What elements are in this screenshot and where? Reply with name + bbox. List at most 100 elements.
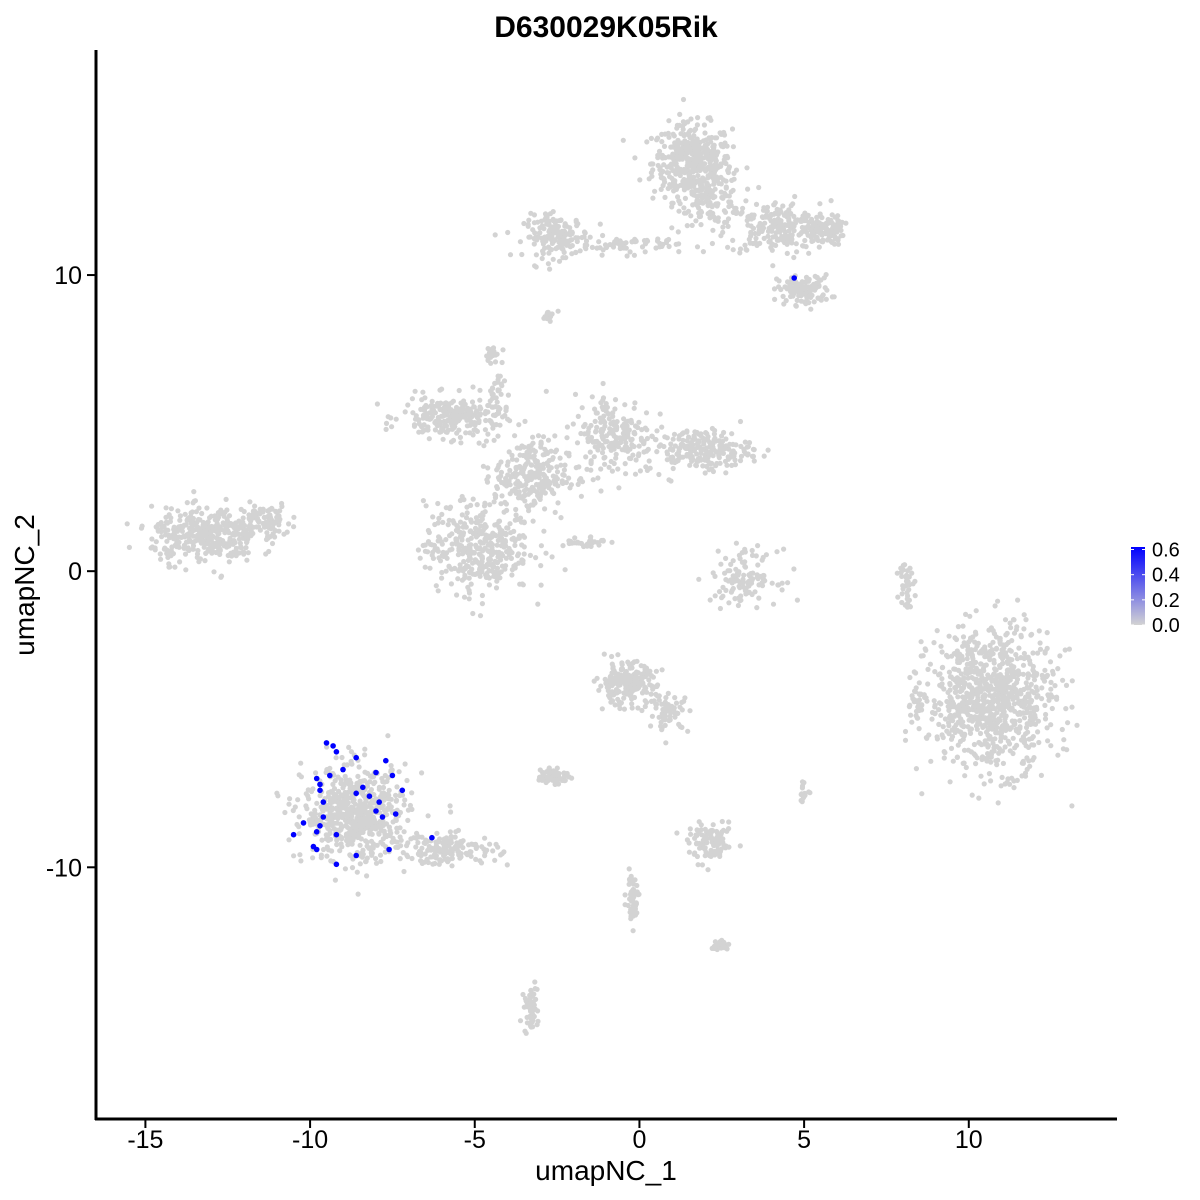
cell-point-cluster-right-large xyxy=(932,702,938,708)
cell-point-cluster-left xyxy=(177,559,183,565)
cell-point-cluster-top-arm-right xyxy=(806,250,812,256)
cell-point-cluster-central-bottom xyxy=(541,528,547,534)
cell-point-cluster-mid-right xyxy=(755,543,761,549)
cell-point-cluster-left-tail xyxy=(247,499,253,505)
cell-point-cluster-top-right-tip xyxy=(808,227,814,233)
cell-point-cluster-right-large xyxy=(1002,617,1009,623)
cell-point-cluster-top-arm-left xyxy=(574,223,580,229)
cell-point-cluster-bottom-left-tail xyxy=(504,862,510,868)
cell-point-cluster-central-hub xyxy=(512,474,518,480)
cell-point-cluster-right-large xyxy=(961,682,968,688)
cell-point-cluster-bottom-left-main xyxy=(383,833,390,840)
cell-point-cluster-central-bottom xyxy=(461,546,467,552)
cell-point-cluster-center-lower-tail xyxy=(685,728,691,734)
cell-point-cluster-top xyxy=(720,144,726,150)
cell-point-cluster-right-large xyxy=(1037,646,1044,652)
cell-point-cluster-bottom-left-main xyxy=(318,855,324,861)
cell-point-cluster-right-left-edge xyxy=(912,689,919,695)
cell-point-cluster-top-right-tip xyxy=(835,213,841,219)
cell-point-cluster-top-bottom-right xyxy=(787,288,794,295)
cell-point-cluster-center-lower-tail xyxy=(687,708,693,714)
cell-point-cluster-central-bottom xyxy=(497,526,503,533)
cell-point-cluster-central-hub xyxy=(530,518,536,524)
cell-point-cluster-center-lower-tail xyxy=(649,713,656,719)
cell-point-cluster-right-large xyxy=(1021,626,1027,632)
cell-point-cluster-top-bottom-right xyxy=(787,284,793,290)
cell-point-cluster-left xyxy=(217,527,223,533)
cell-point-cluster-right-large xyxy=(1029,631,1035,637)
cell-point-cluster-central-left-arm xyxy=(393,416,399,422)
cell-point-cluster-central-hub xyxy=(514,457,520,463)
cell-point-cluster-bottom-left-main xyxy=(393,817,399,824)
cell-point-cluster-top-arm-left xyxy=(564,242,570,248)
cell-point-cluster-central-bottom xyxy=(443,537,449,543)
cell-point-cluster-top-arm-left xyxy=(525,221,531,228)
cell-point-cluster-right-large xyxy=(976,795,982,801)
cell-point-cluster-left xyxy=(217,547,223,554)
cell-point-cluster-bottom-left-main xyxy=(401,802,407,808)
cell-point-cluster-central-far-right xyxy=(710,468,717,475)
cell-point-cluster-right-large xyxy=(983,650,989,656)
cell-point-cluster-top-arm-left xyxy=(539,255,545,262)
cell-point-cluster-top xyxy=(684,150,690,156)
cell-point-cluster-bottom-left-main xyxy=(448,809,454,815)
cell-point-cluster-right-large xyxy=(1020,671,1026,677)
cell-point-cluster-mid-right xyxy=(735,572,741,578)
cell-point-cluster-central-hub xyxy=(553,447,560,453)
cell-point-cluster-center-lower xyxy=(599,706,605,712)
cell-point-cluster-central-bottom xyxy=(427,565,433,571)
cell-point-cluster-right-large xyxy=(963,764,969,771)
cell-point-cluster-right-large xyxy=(981,781,987,787)
cell-point-cluster-top-arm-right xyxy=(753,235,759,241)
cell-point-cluster-bottom-left-main xyxy=(327,828,333,834)
cell-point-cluster-top-arm-left xyxy=(567,231,573,237)
cell-point-cluster-right-large xyxy=(934,736,941,742)
cell-point-cluster-central-right-arm xyxy=(579,405,585,411)
cell-point-cluster-central-bottom xyxy=(433,583,439,589)
cell-point-cluster-right-large xyxy=(1018,632,1024,639)
cell-point-cluster-central-bottom xyxy=(470,610,476,617)
chart-title: D630029K05Rik xyxy=(494,11,718,44)
cell-point-cluster-center-lower xyxy=(601,651,607,657)
cell-point-cluster-right-large xyxy=(1042,702,1048,709)
cell-point-cluster-right-large xyxy=(916,726,922,732)
cell-point-cluster-central-left-arm xyxy=(443,410,449,416)
cell-point-cluster-left xyxy=(171,536,177,542)
cell-point-cluster-top xyxy=(666,134,672,140)
cell-point-cluster-center-lower xyxy=(625,676,631,683)
cell-point-cluster-top-arm-left xyxy=(550,217,556,224)
cell-point-cluster-central-hub xyxy=(522,498,528,504)
cell-point-cluster-top-stalk xyxy=(685,208,692,214)
cell-point-cluster-center-lower xyxy=(618,666,625,672)
cell-point-cluster-central-hub xyxy=(532,457,538,463)
cell-point-cluster-top-bottom-right xyxy=(780,293,786,299)
cell-point-cluster-top-arm-right xyxy=(730,237,736,243)
cell-point-cluster-top xyxy=(672,140,678,146)
cell-point-cluster-central-left-arm xyxy=(428,402,434,409)
cell-point-cluster-central-bottom xyxy=(533,555,539,561)
cell-point-cluster-right-large xyxy=(961,747,968,753)
cell-point-cluster-central-right-arm xyxy=(604,438,610,445)
cell-point-cluster-right-large xyxy=(995,695,1001,701)
cell-point-cluster-right-large xyxy=(972,752,978,759)
cell-point-cluster-top-arm-left xyxy=(531,212,538,218)
cell-point-cluster-right-large xyxy=(1036,628,1042,634)
cell-point-cluster-right-large xyxy=(940,724,946,730)
cell-point-cluster-mid-right xyxy=(754,605,760,611)
cell-point-cluster-right-large xyxy=(1015,597,1021,603)
cell-point-cluster-central-bottom xyxy=(492,495,499,501)
cell-point-cluster-central-far-right xyxy=(653,437,659,443)
cell-point-cluster-right-large xyxy=(1030,650,1036,656)
cell-point-cluster-top xyxy=(718,189,724,195)
cell-point-cluster-right-large xyxy=(1011,701,1018,707)
cell-point-cluster-central-right-arm xyxy=(632,400,638,406)
cell-point-cluster-top-arm-left xyxy=(517,239,524,245)
cell-point-cluster-left xyxy=(138,525,145,531)
cell-point-cluster-top xyxy=(701,145,707,151)
cell-point-cluster-right-large xyxy=(974,726,980,732)
cell-point-cluster-bottom-left-main xyxy=(313,770,319,776)
cell-point-cluster-central-left-arm xyxy=(482,427,488,433)
cell-point-cluster-right-large xyxy=(999,647,1005,653)
cell-point-cluster-right-large xyxy=(997,717,1003,724)
cell-point-cluster-right-large xyxy=(1023,743,1029,749)
